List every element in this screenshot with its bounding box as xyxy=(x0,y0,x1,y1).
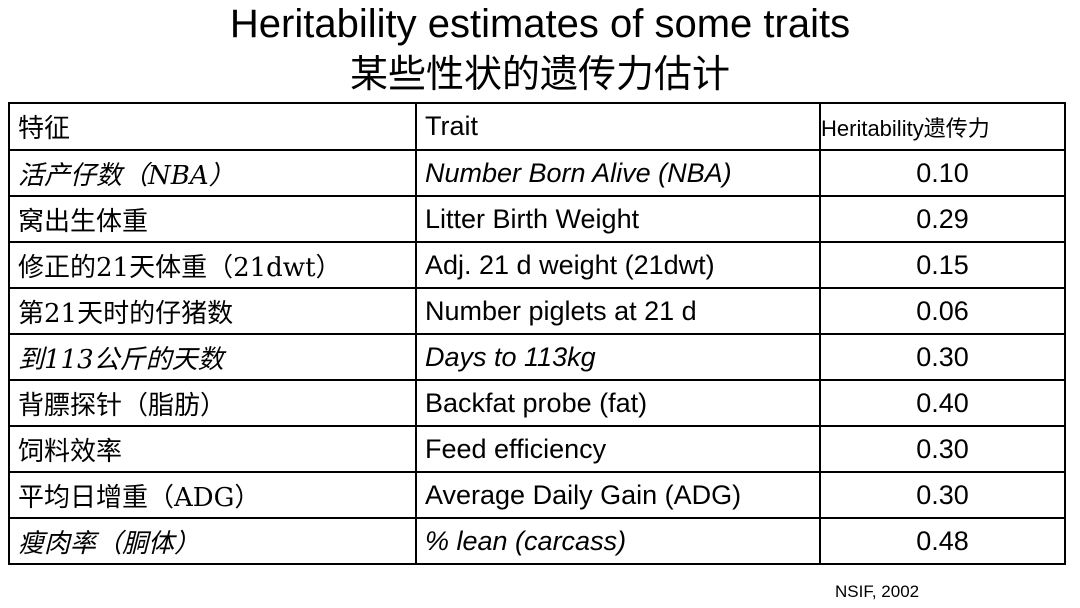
table-row: 活产仔数（NBA） Number Born Alive (NBA) 0.10 xyxy=(8,149,1066,197)
page-subtitle: 某些性状的遗传力估计 xyxy=(349,52,730,96)
trait-english-cell: Average Daily Gain (ADG) xyxy=(415,471,821,519)
trait-chinese-cell: 瘦肉率（胴体） xyxy=(8,517,417,565)
trait-english-cell: Backfat probe (fat) xyxy=(415,379,821,427)
heritability-value-cell: 0.30 xyxy=(819,425,1066,473)
trait-chinese-cell: 窝出生体重 xyxy=(8,195,417,243)
trait-english-cell: % lean (carcass) xyxy=(415,517,821,565)
trait-chinese-cell: 第21天时的仔猪数 xyxy=(8,287,417,335)
table-row: 平均日增重（ADG） Average Daily Gain (ADG) 0.30 xyxy=(8,471,1066,519)
trait-english-cell: Adj. 21 d weight (21dwt) xyxy=(415,241,821,289)
table-row: 饲料效率 Feed efficiency 0.30 xyxy=(8,425,1066,473)
heritability-value-cell: 0.30 xyxy=(819,333,1066,381)
trait-chinese-cell: 饲料效率 xyxy=(8,425,417,473)
table-row: 修正的21天体重（21dwt） Adj. 21 d weight (21dwt) 0… xyxy=(8,241,1066,289)
heritability-value-cell: 0.40 xyxy=(819,379,1066,427)
header-chinese-trait: 特征 xyxy=(8,102,417,151)
trait-english-cell: Litter Birth Weight xyxy=(415,195,821,243)
table-row: 背膘探针（脂肪） Backfat probe (fat) 0.40 xyxy=(8,379,1066,427)
trait-chinese-cell: 到113公斤的天数 xyxy=(8,333,417,381)
table-row: 到113公斤的天数 Days to 113kg 0.30 xyxy=(8,333,1066,381)
header-trait: Trait xyxy=(415,102,821,151)
table-header-row: 特征 Trait Heritability遗传力 xyxy=(8,102,1066,151)
trait-english-cell: Days to 113kg xyxy=(415,333,821,381)
heritability-value-cell: 0.10 xyxy=(819,149,1066,197)
heritability-value-cell: 0.48 xyxy=(819,517,1066,565)
heritability-value-cell: 0.30 xyxy=(819,471,1066,519)
trait-chinese-cell: 背膘探针（脂肪） xyxy=(8,379,417,427)
table-row: 窝出生体重 Litter Birth Weight 0.29 xyxy=(8,195,1066,243)
trait-english-cell: Feed efficiency xyxy=(415,425,821,473)
table-row: 瘦肉率（胴体）% lean (carcass) 0.48 xyxy=(8,517,1066,565)
table-row: 第21天时的仔猪数 Number piglets at 21 d 0.06 xyxy=(8,287,1066,335)
heritability-table: 特征 Trait Heritability遗传力 活产仔数（NBA） Number… xyxy=(8,102,1066,565)
table-body: 活产仔数（NBA） Number Born Alive (NBA) 0.10 窝出生体… xyxy=(8,149,1066,565)
heritability-value-cell: 0.29 xyxy=(819,195,1066,243)
trait-chinese-cell: 平均日增重（ADG） xyxy=(8,471,417,519)
source-citation: NSIF, 2002 xyxy=(835,582,920,601)
page-title: Heritability estimates of some traits xyxy=(229,2,851,46)
trait-english-cell: Number Born Alive (NBA) xyxy=(415,149,821,197)
header-heritability: Heritability遗传力 xyxy=(819,102,1066,151)
trait-chinese-cell: 修正的21天体重（21dwt） xyxy=(8,241,417,289)
trait-english-cell: Number piglets at 21 d xyxy=(415,287,821,335)
trait-chinese-cell: 活产仔数（NBA） xyxy=(8,149,417,197)
heritability-value-cell: 0.15 xyxy=(819,241,1066,289)
heritability-value-cell: 0.06 xyxy=(819,287,1066,335)
